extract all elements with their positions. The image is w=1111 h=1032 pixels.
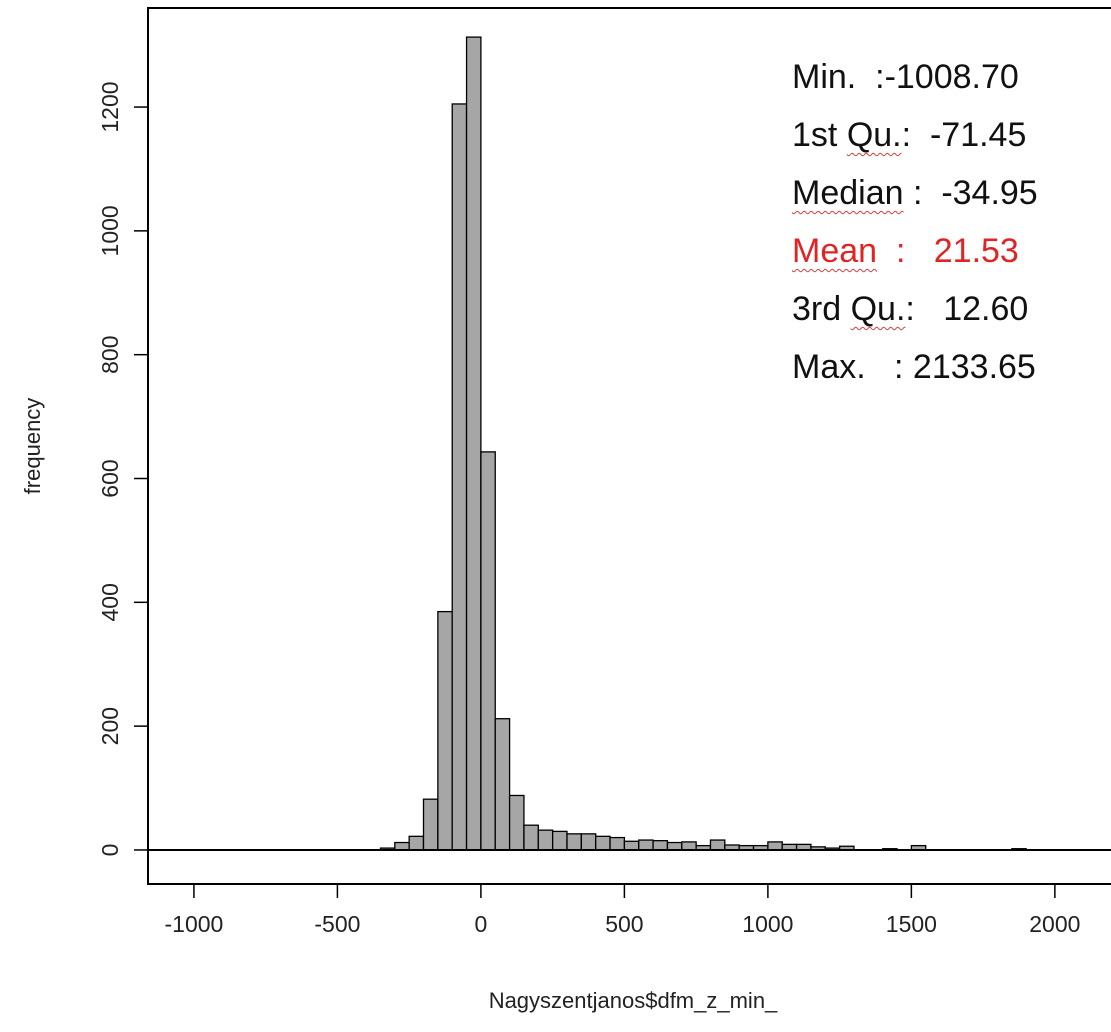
y-tick-label: 200 <box>97 707 123 745</box>
histogram-bars <box>379 36 1027 851</box>
stat-separator: : <box>901 116 912 154</box>
histogram-bar <box>537 829 554 851</box>
histogram-bar <box>666 841 683 851</box>
stat-line: Max. : 2133.65 <box>792 338 1038 396</box>
stat-label-underlined: Qu. <box>850 290 906 328</box>
stat-value: -1008.70 <box>884 58 1019 96</box>
stat-value: 2133.65 <box>903 348 1036 386</box>
stat-label: Min. <box>792 58 857 96</box>
stat-line: Median : -34.95 <box>792 164 1038 222</box>
histogram-bar <box>451 103 468 851</box>
stat-separator: : <box>877 232 906 270</box>
y-axis-title: frequency <box>20 398 45 495</box>
y-tick-label: 0 <box>97 844 123 857</box>
stat-line: Min. :-1008.70 <box>792 48 1038 106</box>
stat-label-underlined: Mean <box>792 232 878 270</box>
stat-value: -71.45 <box>911 116 1027 154</box>
histogram-bar <box>595 835 611 851</box>
y-tick-label: 1000 <box>97 205 123 256</box>
stat-line: Mean : 21.53 <box>792 222 1038 280</box>
histogram-bar <box>609 836 626 851</box>
histogram-bar <box>652 840 669 851</box>
stat-label-underlined: Median <box>792 174 904 212</box>
summary-statistics: Min. :-1008.70 1st Qu.: -71.45 Median : -3… <box>792 48 1038 396</box>
histogram-bar <box>623 840 640 851</box>
stat-separator: : <box>856 58 885 96</box>
stat-label: Max. <box>792 348 866 386</box>
histogram-bar <box>422 798 439 851</box>
stat-separator: : <box>903 174 923 212</box>
stat-separator: : <box>905 290 915 328</box>
x-tick-label: 500 <box>605 911 643 937</box>
x-tick-label: 0 <box>475 911 488 937</box>
histogram-bar <box>480 451 496 851</box>
histogram-bar <box>709 839 726 851</box>
histogram-bar <box>437 610 453 851</box>
x-axis-title: Nagyszentjanos$dfm_z_min_ <box>489 988 778 1013</box>
stat-label-underlined: Qu. <box>846 116 902 154</box>
histogram-bar <box>638 839 654 851</box>
histogram-bar <box>580 833 597 851</box>
y-axis: 0 200 400 600 800 1000 1200 <box>97 81 149 857</box>
histogram-bar <box>523 824 539 851</box>
stat-value: 12.60 <box>914 290 1029 328</box>
stat-value: 21.53 <box>905 232 1019 270</box>
x-tick-label: -1000 <box>165 911 224 937</box>
histogram-bar <box>408 835 425 851</box>
y-tick-label: 1200 <box>97 81 123 132</box>
histogram-bar <box>551 830 568 851</box>
histogram-bar <box>508 794 525 851</box>
x-tick-label: -500 <box>314 911 360 937</box>
y-tick-label: 400 <box>97 583 123 621</box>
histogram-bar <box>394 841 410 851</box>
histogram-bar <box>494 718 511 851</box>
y-tick-label: 600 <box>97 459 123 497</box>
y-tick-label: 800 <box>97 335 123 373</box>
stat-line: 1st Qu.: -71.45 <box>792 106 1038 164</box>
histogram-bar <box>465 36 482 851</box>
x-tick-label: 2000 <box>1029 911 1080 937</box>
histogram-bar <box>681 841 697 851</box>
x-axis: -1000 -500 0 500 1000 1500 2000 <box>165 883 1080 937</box>
stat-label: 3rd <box>792 290 851 328</box>
stat-separator: : <box>865 348 904 386</box>
x-tick-label: 1500 <box>886 911 937 937</box>
stat-value: -34.95 <box>922 174 1038 212</box>
x-tick-label: 1000 <box>742 911 793 937</box>
stat-label: 1st <box>792 116 847 154</box>
histogram-bar <box>566 833 582 851</box>
stat-line: 3rd Qu.: 12.60 <box>792 280 1038 338</box>
histogram-bar <box>767 841 783 851</box>
